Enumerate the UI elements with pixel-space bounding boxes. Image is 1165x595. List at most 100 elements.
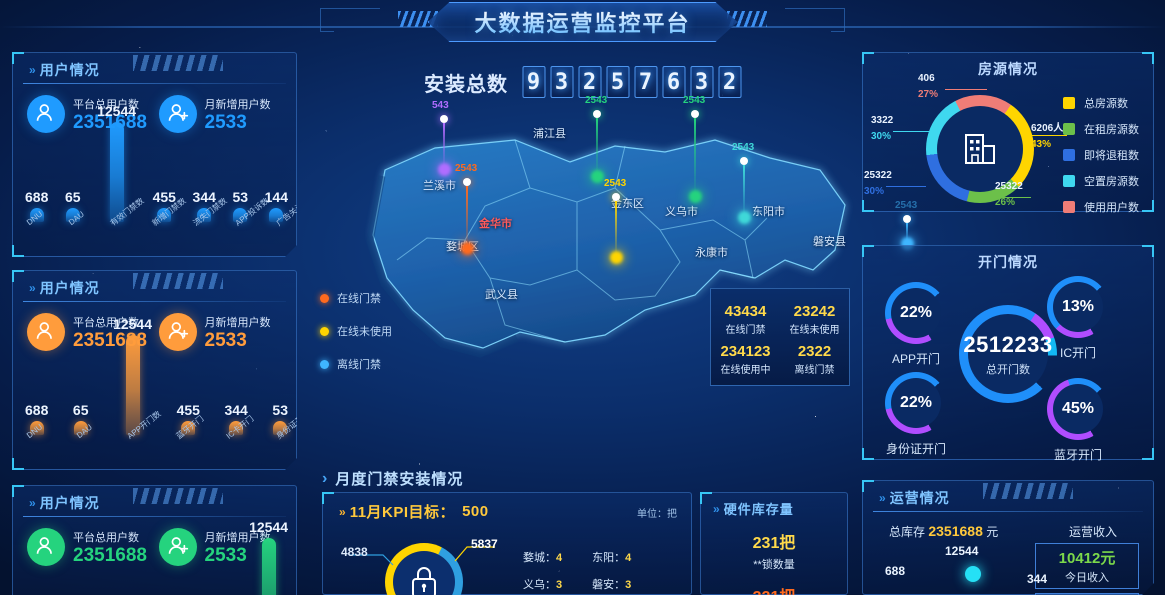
map-pin[interactable]: 2543 — [585, 95, 607, 183]
map-stat-cell: 2322 离线门禁 — [780, 343, 849, 376]
housing-legend-item: 在租房源数 — [1063, 121, 1139, 137]
panel-title-stripes-icon — [133, 488, 223, 504]
corner-tr — [1142, 245, 1154, 257]
panel-title-stripes-icon — [983, 483, 1073, 499]
user-icon — [27, 95, 65, 133]
header-stripes-right-icon — [727, 11, 767, 27]
housing-callout-line — [893, 131, 933, 132]
corner-bl — [862, 448, 874, 460]
map-pin-value: 543 — [432, 100, 449, 111]
housing-callout-line — [886, 186, 926, 187]
kpi-new-users: 月新增用户数 2533 — [159, 528, 283, 567]
map-pin[interactable]: 2543 — [683, 95, 705, 203]
map-pin-value: 2543 — [604, 178, 627, 189]
door-gauge: 45% 蓝牙开门 — [1047, 378, 1109, 463]
chevron-right-icon: › — [322, 469, 328, 487]
map-city-label: 金华市 — [479, 218, 512, 230]
legend-label: 在线未使用 — [337, 326, 392, 338]
app-header: 大数据运营监控平台 — [0, 0, 1165, 46]
housing-callout-percent: 43% — [1031, 139, 1052, 150]
app-title-frame: 大数据运营监控平台 — [427, 2, 738, 42]
map-stat-value: 2322 — [797, 342, 832, 360]
map-pin[interactable]: 2543 — [604, 178, 626, 264]
header-wing-left — [320, 8, 380, 32]
map-pin-glow-icon — [689, 190, 702, 203]
map-pin-stem — [466, 186, 468, 248]
install-total-label: 安装总数 — [424, 73, 508, 96]
bar-shape — [197, 208, 211, 222]
map-pin[interactable]: 2543 — [895, 200, 917, 250]
corner-tl — [12, 485, 24, 497]
bar-value: 344 — [192, 189, 216, 205]
stock-label: 总库存 — [889, 525, 926, 539]
hardware-items: 231把 **锁数量 321把 — [701, 529, 847, 595]
map-pin-head-icon — [463, 178, 471, 186]
bar-column: 455 — [177, 402, 200, 435]
income-box-today: 10412元 今日收入 — [1035, 543, 1139, 589]
operation-bar-value-2: 12544 — [945, 544, 979, 558]
chevron-right-icon: » — [29, 496, 33, 510]
map-pin[interactable]: 2543 — [455, 163, 477, 255]
bar-value: 12544 — [97, 103, 137, 119]
bar-value: 53 — [232, 189, 249, 205]
housing-callout-percent: 30% — [864, 186, 885, 197]
corner-tl — [862, 245, 874, 257]
install-digit-2: 2 — [578, 66, 601, 98]
map-stat-value: 23242 — [793, 302, 836, 320]
bar-shape — [66, 208, 80, 222]
kpi-value: 2351688 — [73, 545, 147, 566]
monthly-city-stat: 婺城：4 — [523, 549, 562, 565]
bar-value: 144 — [264, 189, 288, 205]
housing-callout-percent: 27% — [918, 89, 939, 100]
map-stat-value: 43434 — [724, 302, 767, 320]
bar-value: 65 — [72, 402, 89, 418]
door-gauge-label: APP开门 — [891, 352, 940, 366]
bar-column: 12544 — [249, 519, 288, 595]
door-total-label: 总开门数 — [986, 363, 1030, 376]
kpi-value: 2351688 — [73, 112, 147, 133]
housing-legend-label: 在租房源数 — [1084, 124, 1139, 136]
map-city-label: 东阳市 — [752, 206, 785, 218]
kpi-label: 平台总用户数 — [73, 532, 139, 544]
housing-legend-swatch — [1063, 123, 1075, 135]
kpi-value: 2533 — [204, 545, 247, 566]
map-pin[interactable]: 2543 — [732, 142, 754, 224]
monthly-city-value: 3 — [625, 579, 632, 591]
housing-legend-swatch — [1063, 175, 1075, 187]
kpi-new-users: 月新增用户数 2533 — [159, 313, 283, 352]
kpi-label: 月新增用户数 — [204, 317, 271, 329]
header-wing-right — [785, 8, 845, 32]
corner-bl — [12, 245, 24, 257]
map-region[interactable]: 浦江县兰溪市金东区义乌市东阳市金华市婺城区永康市武义县磐安县 543254325… — [315, 95, 917, 465]
panel-header-rule — [873, 511, 1143, 512]
panel-title-text: 用户情况 — [39, 280, 100, 296]
map-stat-label: 在线门禁 — [725, 324, 766, 336]
door-gauge-ring: 22% — [885, 282, 947, 344]
map-pin-glow-icon — [738, 211, 751, 224]
chevron-right-icon: » — [879, 491, 883, 505]
bar-category-label: 身份证开门 — [274, 409, 312, 441]
bar-chart-2-labels: DNUDAUAPP开门数蓝牙开门IC卡开门身份证开门 — [25, 433, 288, 463]
door-gauge-percent: 22% — [899, 304, 933, 321]
panel-title-operation: » 运营情况 — [879, 488, 950, 508]
legend-dot-unused — [320, 326, 329, 336]
bar-shape — [229, 421, 243, 435]
panel-user-overview-1: » 用户情况 平台总用户数 2351688 月新增用户数 2533 688 65 1254… — [12, 52, 297, 257]
kpi-label: 月新增用户数 — [204, 532, 271, 544]
map-pin[interactable]: 543 — [432, 100, 451, 176]
door-total-value: 2512233 — [963, 331, 1053, 357]
kpi-label: 月新增用户数 — [204, 99, 271, 111]
monthly-city-name: 婺城： — [523, 552, 556, 564]
stock-unit: 元 — [986, 525, 999, 539]
bar-column: 12544 — [97, 103, 136, 222]
bar-column: 144 — [265, 189, 288, 222]
bar-value: 455 — [152, 189, 176, 205]
door-total-ring: 2512233 总开门数 — [959, 305, 1057, 403]
map-stats-box: 43434 在线门禁 23242 在线未使用 234123 在线使用中 2322 离线门禁 — [710, 288, 850, 386]
kpi-value: 2533 — [204, 112, 247, 133]
housing-legend-item: 空置房源数 — [1063, 173, 1139, 189]
housing-callout-line — [1029, 135, 1067, 136]
monthly-callout-lines — [349, 546, 495, 566]
